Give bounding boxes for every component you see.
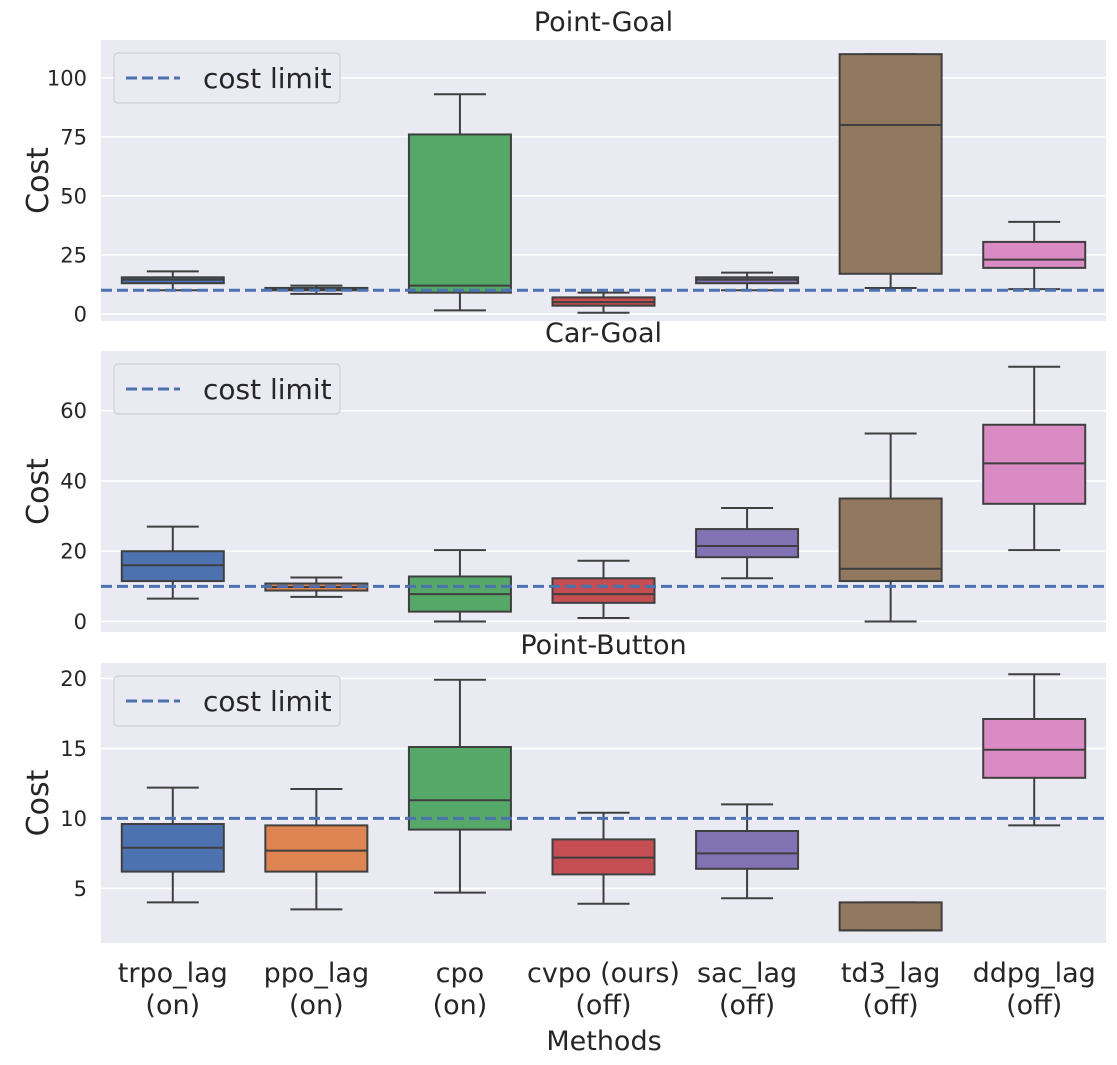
x-tick-sublabel: (on) [433,990,488,1021]
box-body [838,497,943,583]
y-axis-label: Cost [21,769,56,836]
box-td3_lag [838,432,943,623]
box-body [695,830,800,870]
y-tick-label: 60 [60,399,87,423]
box-cpo [407,549,512,623]
legend-label: cost limit [203,62,332,95]
x-tick-label: ppo_lag [264,958,369,989]
legend-frame [113,52,341,104]
box-cpo [407,678,512,894]
legend-frame [113,363,341,415]
x-tick-sublabel: (on) [145,990,200,1021]
box-cpo [407,93,512,312]
box-ddpg_lag [982,673,1087,827]
y-tick-label: 20 [60,540,87,564]
y-tick-label: 20 [60,667,87,691]
y-tick-label: 0 [74,610,87,634]
y-tick-label: 10 [60,807,87,831]
y-tick-label: 0 [74,302,87,326]
legend-frame [113,675,341,727]
box-body [407,133,512,294]
panel-title: Point-Goal [534,7,673,38]
box-body [407,746,512,831]
y-axis-label: Cost [21,458,56,525]
box-body [838,901,943,932]
y-tick-label: 40 [60,469,87,493]
box-ppo_lag [264,788,369,911]
legend-label: cost limit [203,373,332,406]
box-body [264,824,369,873]
legend: cost limit [113,52,341,104]
box-cvpo [551,291,656,314]
panel-point-button: 5 10 15 20 Point-Button Cost cost limit [21,630,1106,943]
panel-point-goal: 0 25 50 75 100 Point-Goal Cost cost limit [21,7,1106,326]
box-body [982,240,1087,269]
x-axis: trpo_lag(on)ppo_lag(on)cpo(on)cvpo (ours… [118,958,1096,1021]
box-ddpg_lag [982,220,1087,291]
box-trpo_lag [120,786,225,904]
box-sac_lag [695,507,800,580]
x-axis-label: Methods [546,1026,661,1057]
box-cvpo [551,811,656,905]
x-tick-label: sac_lag [697,958,797,989]
box-body [838,53,943,275]
x-tick-sublabel: (off) [1006,990,1062,1021]
box-cvpo [551,559,656,619]
y-tick-label: 100 [47,66,87,90]
box-sac_lag [695,803,800,900]
x-tick-sublabel: (on) [289,990,344,1021]
panels-group: 0 25 50 75 100 Point-Goal Cost cost limit 0 20 40 6… [21,7,1106,943]
x-tick-label: cvpo (ours) [527,958,680,989]
y-tick-label: 75 [60,125,87,149]
x-tick-label: trpo_lag [118,958,228,989]
box-ddpg_lag [982,365,1087,552]
box-td3_lag [838,53,943,289]
y-axis-label: Cost [21,147,56,214]
x-tick-label: ddpg_lag [973,958,1096,989]
y-tick-label: 15 [60,737,87,761]
x-tick-label: cpo [436,958,485,989]
y-tick-label: 50 [60,184,87,208]
box-trpo_lag [120,525,225,600]
box-td3_lag [838,901,943,932]
panel-title: Point-Button [520,630,686,661]
y-tick-label: 25 [60,243,87,267]
box-body [982,718,1087,779]
panel-car-goal: 0 20 40 60 Car-Goal Cost cost limit [21,318,1106,634]
panel-title: Car-Goal [545,318,662,349]
x-tick-sublabel: (off) [719,990,775,1021]
x-tick-label: td3_lag [841,958,941,989]
legend: cost limit [113,363,341,415]
legend: cost limit [113,675,341,727]
x-tick-sublabel: (off) [863,990,919,1021]
legend-label: cost limit [203,685,332,718]
box-body [551,577,656,604]
y-tick-label: 5 [74,877,87,901]
box-body [695,528,800,559]
x-tick-sublabel: (off) [575,990,631,1021]
